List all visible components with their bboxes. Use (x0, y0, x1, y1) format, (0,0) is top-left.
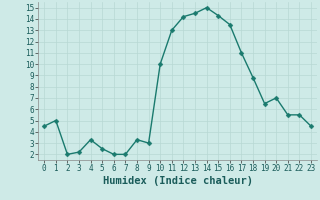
X-axis label: Humidex (Indice chaleur): Humidex (Indice chaleur) (103, 176, 252, 186)
